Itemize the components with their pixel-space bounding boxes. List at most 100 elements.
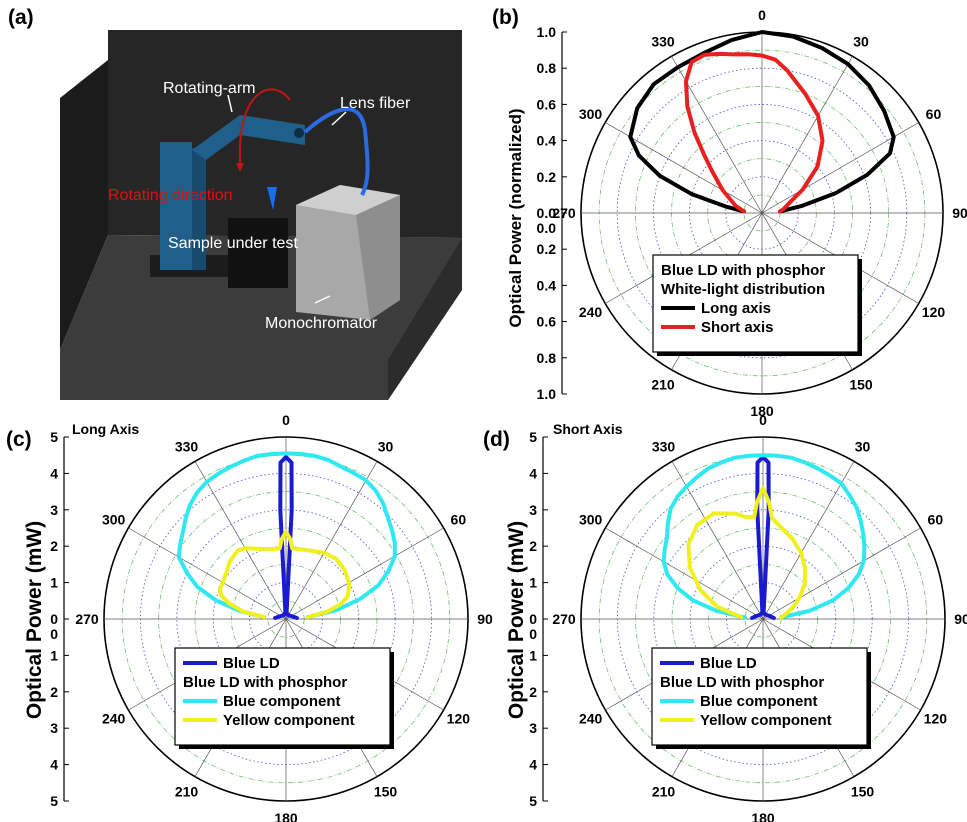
radial-tick-label: 5 xyxy=(50,429,58,445)
legend-entry-label: Yellow component xyxy=(223,712,355,729)
panel-c-ylabel: Optical Power (mW) xyxy=(23,521,46,719)
angle-tick-label: 210 xyxy=(652,783,676,799)
radial-tick-label: 0.0 xyxy=(537,220,557,236)
radial-tick-label: 4 xyxy=(529,465,537,481)
panel-b-ylabel: Optical Power (normalized) xyxy=(506,108,525,327)
angle-tick-label: 30 xyxy=(378,439,394,455)
angle-tick-label: 120 xyxy=(922,304,946,320)
angle-tick-label: 150 xyxy=(849,376,873,392)
panel-a-setup-render: Rotating-arm Lens fiber Rotating directi… xyxy=(58,20,488,402)
angle-tick-label: 240 xyxy=(579,711,603,727)
series-line-blue-ld xyxy=(273,455,299,620)
angle-tick-label: 180 xyxy=(750,403,774,419)
radial-tick-label: 1 xyxy=(529,647,537,663)
legend-entry-label: Long axis xyxy=(701,300,771,317)
radial-tick-label: 4 xyxy=(529,757,537,773)
monochromator-top xyxy=(296,185,400,215)
annotation-sample: Sample under test xyxy=(168,235,298,252)
angle-tick-label: 210 xyxy=(175,783,199,799)
annotation-rotating-arm: Rotating-arm xyxy=(163,80,255,97)
arm-pointer xyxy=(227,94,233,113)
radial-tick-label: 1 xyxy=(50,575,58,591)
polar-spoke xyxy=(285,527,444,620)
angle-tick-label: 330 xyxy=(651,34,675,50)
annotation-lens-fiber: Lens fiber xyxy=(340,95,411,112)
legend-entry-label: Blue LD xyxy=(223,655,280,672)
panel-c-title: Long Axis xyxy=(72,421,139,437)
radial-tick-label: 5 xyxy=(529,793,537,809)
series-line-long-axis xyxy=(628,30,896,214)
angle-tick-label: 0 xyxy=(282,412,290,428)
radial-tick-label: 0 xyxy=(529,611,537,627)
legend-title-label: White-light distribution xyxy=(661,281,825,298)
radial-tick-label: 0.0 xyxy=(537,205,557,221)
panel-d-label: (d) xyxy=(483,428,510,451)
angle-tick-label: 30 xyxy=(853,34,869,50)
legend-title-label: Blue LD with phosphor xyxy=(183,674,347,691)
radial-tick-label: 0.4 xyxy=(537,277,557,293)
radial-tick-label: 2 xyxy=(529,684,537,700)
polar-chart-d: 0306090120150180210240270300330001122334… xyxy=(529,412,967,822)
monochromator-side xyxy=(356,195,400,320)
annotation-monochromator: Monochromator xyxy=(265,315,378,332)
radial-tick-label: 3 xyxy=(529,502,537,518)
angle-tick-label: 180 xyxy=(274,810,298,822)
radial-tick-label: 2 xyxy=(529,538,537,554)
angle-tick-label: 120 xyxy=(447,711,471,727)
angle-tick-label: 300 xyxy=(102,512,126,528)
polar-spoke xyxy=(605,527,764,620)
sample-holder xyxy=(228,218,288,288)
rotating-direction-arrow xyxy=(239,88,291,165)
arm-pillar-side xyxy=(192,148,206,270)
rotating-arm-shape xyxy=(192,115,305,160)
series-line-blue-component xyxy=(176,451,397,620)
angle-tick-label: 150 xyxy=(374,783,398,799)
angle-tick-label: 90 xyxy=(477,611,493,627)
panel-d-ylabel: Optical Power (mW) xyxy=(505,521,528,719)
radial-tick-label: 0.6 xyxy=(537,96,557,112)
series-line-yellow-component xyxy=(686,486,808,620)
angle-tick-label: 60 xyxy=(928,512,944,528)
floor-edge xyxy=(388,238,462,400)
annotation-rotating-direction: Rotating direction xyxy=(108,187,233,204)
radial-tick-label: 3 xyxy=(50,502,58,518)
radial-tick-label: 0.8 xyxy=(537,350,557,366)
radial-tick-label: 0.8 xyxy=(537,60,557,76)
panel-b-label: (b) xyxy=(492,6,519,29)
series-line-yellow-component xyxy=(218,529,351,620)
radial-tick-label: 0.2 xyxy=(537,241,557,257)
angle-tick-label: 270 xyxy=(75,611,99,627)
angle-tick-label: 300 xyxy=(579,512,603,528)
legend-entry-label: Short axis xyxy=(701,319,774,336)
polar-spoke xyxy=(194,461,287,620)
angle-tick-label: 240 xyxy=(102,711,126,727)
sample-cone xyxy=(267,187,277,210)
series-line-blue-component xyxy=(661,453,867,620)
angle-tick-label: 90 xyxy=(952,205,967,221)
legend-title-label: Blue LD with phosphor xyxy=(661,262,825,279)
radial-tick-label: 3 xyxy=(50,720,58,736)
radial-tick-label: 1.0 xyxy=(537,24,557,40)
lens-fiber-cable xyxy=(303,107,370,196)
panel-c-label: (c) xyxy=(6,428,32,451)
legend-title-label: Blue LD with phosphor xyxy=(660,674,824,691)
radial-tick-label: 3 xyxy=(529,720,537,736)
polar-spoke xyxy=(762,527,921,620)
radial-tick-label: 0.4 xyxy=(537,133,557,149)
radial-tick-label: 0.2 xyxy=(537,169,557,185)
radial-tick-label: 0 xyxy=(529,626,537,642)
polar-spoke xyxy=(762,461,855,620)
radial-tick-label: 2 xyxy=(50,538,58,554)
left-wall xyxy=(60,60,108,350)
angle-tick-label: 60 xyxy=(926,106,942,122)
radial-tick-label: 0 xyxy=(50,626,58,642)
angle-tick-label: 30 xyxy=(855,439,871,455)
legend-box xyxy=(652,254,859,353)
radial-tick-label: 2 xyxy=(50,684,58,700)
radial-tick-label: 0 xyxy=(50,611,58,627)
angle-tick-label: 330 xyxy=(652,439,676,455)
angle-tick-label: 0 xyxy=(758,7,766,23)
mono-pointer xyxy=(314,295,331,304)
arm-pillar xyxy=(160,142,192,270)
